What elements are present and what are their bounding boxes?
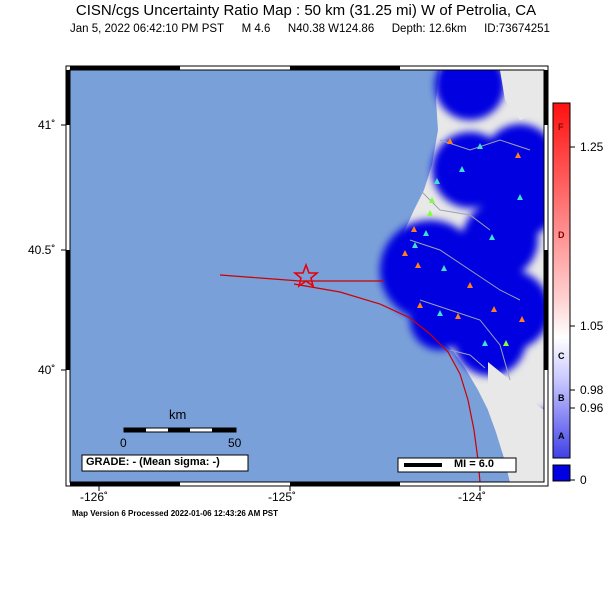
colorbar — [552, 102, 571, 459]
event-time: Jan 5, 2022 06:42:10 PM PST — [70, 23, 225, 35]
event-id: ID:73674251 — [484, 23, 550, 35]
grade-text: GRADE: - (Mean sigma: -) — [86, 456, 220, 468]
grade-box — [81, 454, 249, 472]
colorbar-value-0-98: 0.98 — [580, 383, 604, 397]
event-location: N40.38 W124.86 — [287, 23, 375, 35]
scale-tick-0: 0 — [120, 436, 127, 450]
event-magnitude: M 4.6 — [241, 23, 271, 35]
colorbar-letter-b: B — [558, 393, 565, 403]
colorbar-value-1-25: 1.25 — [580, 140, 604, 154]
event-depth: Depth: 12.6km — [391, 23, 467, 35]
lon-label-124: -124˚ — [458, 490, 487, 504]
colorbar-zero-swatch — [552, 464, 571, 482]
epicenter-star — [292, 262, 320, 288]
event-info: Jan 5, 2022 06:42:10 PM PST M 4.6 N40.38… — [70, 23, 550, 35]
colorbar-letter-f: F — [558, 122, 564, 132]
colorbar-value-0: 0 — [580, 473, 587, 487]
lon-label-126: -126˚ — [80, 490, 109, 504]
lon-label-125: -125˚ — [268, 490, 297, 504]
mi-legend-text: MI = 6.0 — [454, 458, 495, 470]
scale-tick-50: 50 — [228, 436, 242, 450]
scale-unit: km — [169, 407, 187, 422]
scale-bar — [123, 427, 237, 433]
lat-label-40-5: 40.5˚ — [28, 243, 56, 257]
mi-legend-box — [397, 457, 517, 473]
colorbar-value-1-05: 1.05 — [580, 319, 604, 333]
lat-label-41: 41˚ — [38, 118, 56, 132]
colorbar-value-0-96: 0.96 — [580, 401, 604, 415]
colorbar-letter-c: C — [558, 351, 565, 361]
lat-label-40: 40˚ — [38, 363, 56, 377]
colorbar-letter-d: D — [558, 230, 565, 240]
map-footer: Map Version 6 Processed 2022-01-06 12:43… — [72, 509, 279, 518]
map-title: CISN/cgs Uncertainty Ratio Map : 50 km (… — [75, 2, 537, 19]
uncertainty-zones — [380, 70, 544, 482]
colorbar-letter-a: A — [558, 431, 565, 441]
seismic-stations — [402, 138, 525, 346]
